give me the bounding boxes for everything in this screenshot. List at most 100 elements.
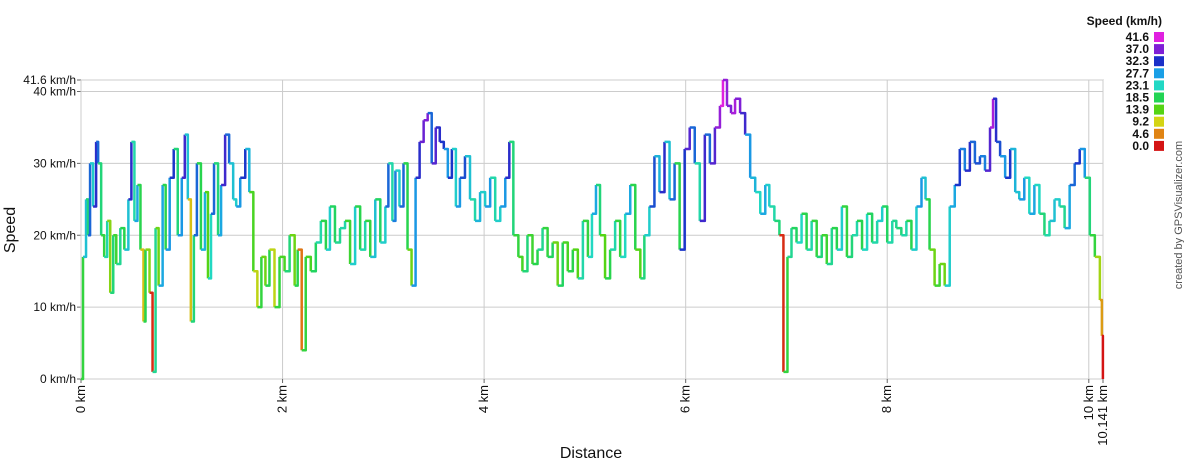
speed-segment [301, 256, 307, 352]
speed-segment [806, 220, 813, 251]
speed-segment [350, 206, 357, 266]
speed-segment [193, 163, 199, 237]
speed-segment [964, 141, 972, 172]
y-tick-label: 41.6 km/h [23, 73, 76, 87]
legend-swatch [1154, 68, 1164, 79]
legend-title: Speed (km/h) [1087, 14, 1162, 28]
speed-segment [269, 248, 276, 308]
speed-segment [385, 163, 390, 208]
speed-segment [365, 219, 372, 257]
speed-segment [892, 219, 898, 229]
speed-segment [1089, 234, 1097, 257]
speed-segment [329, 205, 337, 243]
speed-segment [107, 219, 112, 293]
speed-segment [916, 177, 923, 208]
speed-segment [86, 198, 90, 236]
speed-segment [821, 234, 829, 264]
speed-segment [595, 183, 602, 236]
speed-segment [577, 220, 585, 280]
speed-segment [816, 235, 823, 259]
speed-segment [979, 154, 987, 171]
speed-segment [949, 184, 957, 208]
speed-segment [882, 205, 889, 243]
x-tick-label: 2 km [275, 385, 290, 413]
speed-segment [320, 219, 328, 250]
legend-label: 0.0 [1132, 139, 1149, 153]
speed-segment [557, 242, 564, 287]
speed-segment [867, 212, 874, 243]
speed-segment [435, 126, 442, 142]
speed-segment [791, 226, 798, 243]
speed-segment [218, 184, 223, 237]
speed-segment [774, 219, 781, 236]
speed-segment [375, 198, 382, 243]
speed-segment [796, 213, 803, 244]
speed-segment [459, 156, 467, 179]
speed-segment [279, 255, 286, 272]
speed-segment [726, 104, 733, 114]
speed-segment [836, 206, 844, 251]
speed-segment [90, 162, 95, 207]
speed-segment [969, 140, 977, 164]
speed-segment [644, 206, 651, 237]
speed-segment [974, 156, 982, 165]
speed-segment [862, 213, 869, 251]
speed-segment [289, 234, 296, 286]
speed-segment [532, 249, 539, 266]
speed-segment [245, 147, 251, 193]
x-tick-label: 8 km [879, 385, 894, 413]
speed-segment [229, 162, 235, 200]
speed-segment [480, 190, 487, 207]
speed-segment [990, 98, 995, 129]
speed-segment [221, 134, 227, 187]
speed-segment [984, 127, 992, 172]
legend-label: 18.5 [1126, 91, 1150, 105]
speed-segment [113, 234, 118, 264]
speed-segment [745, 133, 752, 178]
speed-segment [294, 249, 299, 287]
speed-segment [370, 199, 377, 259]
speed-segment [669, 163, 676, 201]
speed-segment [325, 206, 332, 251]
speed-segment [423, 113, 429, 122]
speed-segment [495, 206, 502, 223]
speed-segment [104, 220, 109, 259]
speed-segment [249, 190, 255, 272]
y-tick-label: 40 km/h [33, 85, 76, 99]
speed-segment [735, 97, 742, 114]
legend-label: 41.6 [1126, 30, 1150, 44]
speed-segment [447, 149, 454, 179]
speed-segment [1079, 147, 1087, 178]
speed-segment [177, 177, 184, 237]
legend-label: 32.3 [1126, 54, 1150, 68]
speed-segment [1074, 149, 1081, 165]
speed-segment [1039, 212, 1046, 236]
speed-segment [340, 220, 347, 230]
speed-segment [427, 111, 433, 164]
speed-segment [464, 154, 472, 200]
speed-segment [415, 141, 421, 179]
legend-swatch [1154, 104, 1164, 115]
legend-label: 23.1 [1126, 78, 1150, 92]
speed-segment [911, 206, 918, 251]
speed-segment [1101, 334, 1105, 379]
speed-segment [334, 228, 342, 244]
legend-swatch [1154, 92, 1164, 103]
legend-label: 4.6 [1132, 127, 1149, 141]
speed-segment [253, 269, 259, 308]
speed-segment [887, 220, 894, 244]
legend-swatch [1154, 128, 1164, 139]
speed-segment [856, 219, 864, 250]
speed-segment [615, 219, 622, 257]
x-tick-label: 10.141 km [1095, 385, 1110, 446]
speed-segment [470, 198, 477, 221]
y-tick-label: 30 km/h [33, 156, 76, 170]
speed-segment [841, 205, 849, 257]
speed-segment [143, 249, 147, 323]
speed-segment [149, 291, 154, 372]
speed-segment [620, 213, 627, 259]
speed-segment [83, 199, 88, 259]
legend-label: 13.9 [1126, 103, 1150, 117]
speed-segment [944, 206, 951, 287]
speed-segment [1019, 177, 1026, 201]
